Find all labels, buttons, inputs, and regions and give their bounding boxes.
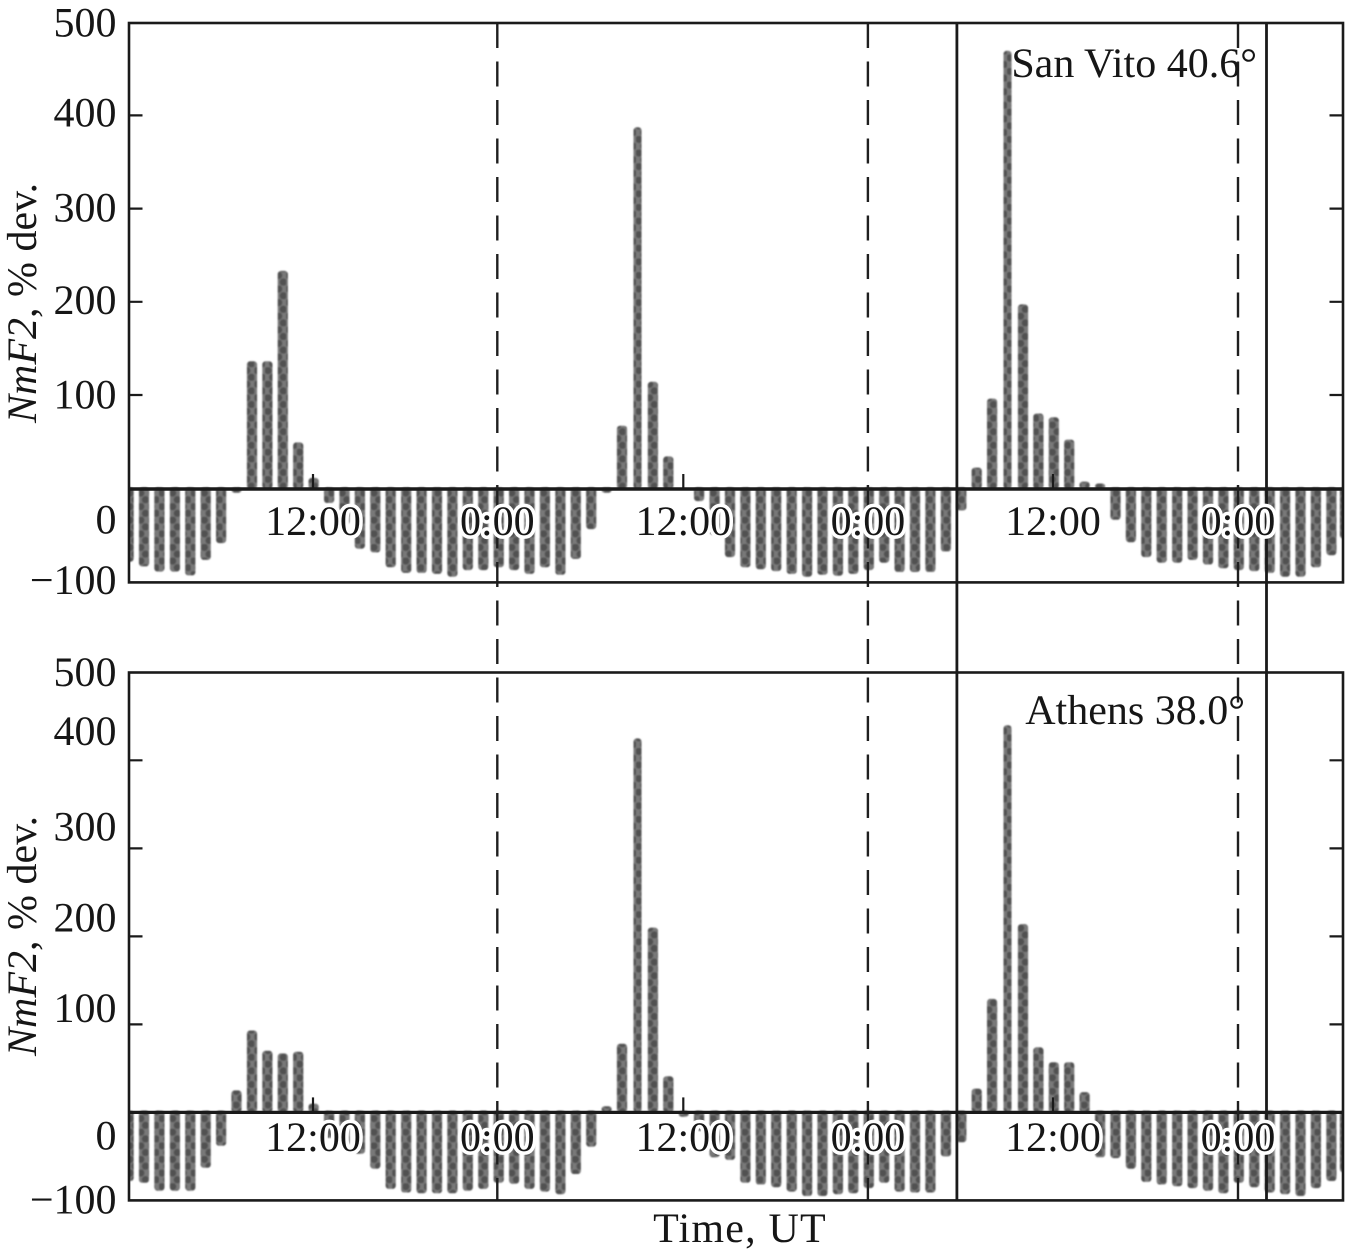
svg-text:12:00: 12:00 <box>635 1115 731 1161</box>
svg-text:12:00: 12:00 <box>265 499 361 545</box>
svg-text:400: 400 <box>54 91 117 137</box>
svg-text:0:00: 0:00 <box>1201 499 1276 545</box>
svg-text:12:00: 12:00 <box>265 1115 361 1161</box>
svg-text:0:00: 0:00 <box>831 1115 906 1161</box>
svg-text:NmF2, % dev.: NmF2, % dev. <box>0 183 46 424</box>
svg-text:NmF2, % dev.: NmF2, % dev. <box>0 816 46 1057</box>
svg-text:0:00: 0:00 <box>1201 1115 1276 1161</box>
svg-text:−100: −100 <box>30 1177 117 1223</box>
svg-text:100: 100 <box>54 373 117 419</box>
svg-text:0:00: 0:00 <box>831 499 906 545</box>
svg-text:−100: −100 <box>30 558 117 604</box>
svg-text:12:00: 12:00 <box>1005 1115 1101 1161</box>
svg-text:12:00: 12:00 <box>635 499 731 545</box>
svg-text:100: 100 <box>54 986 117 1032</box>
svg-text:200: 200 <box>54 895 117 941</box>
svg-text:400: 400 <box>54 709 117 755</box>
svg-text:200: 200 <box>54 278 117 324</box>
svg-text:Time, UT: Time, UT <box>653 1206 827 1252</box>
svg-text:300: 300 <box>54 805 117 851</box>
svg-text:0: 0 <box>96 1114 117 1160</box>
svg-text:0:00: 0:00 <box>460 499 535 545</box>
svg-text:San Vito 40.6°: San Vito 40.6° <box>1011 41 1257 87</box>
svg-text:300: 300 <box>54 186 117 232</box>
svg-text:500: 500 <box>54 650 117 696</box>
svg-text:0:00: 0:00 <box>460 1115 535 1161</box>
svg-text:500: 500 <box>54 1 117 47</box>
svg-text:0: 0 <box>96 498 117 544</box>
svg-text:12:00: 12:00 <box>1005 499 1101 545</box>
svg-text:Athens 38.0°: Athens 38.0° <box>1025 688 1245 734</box>
